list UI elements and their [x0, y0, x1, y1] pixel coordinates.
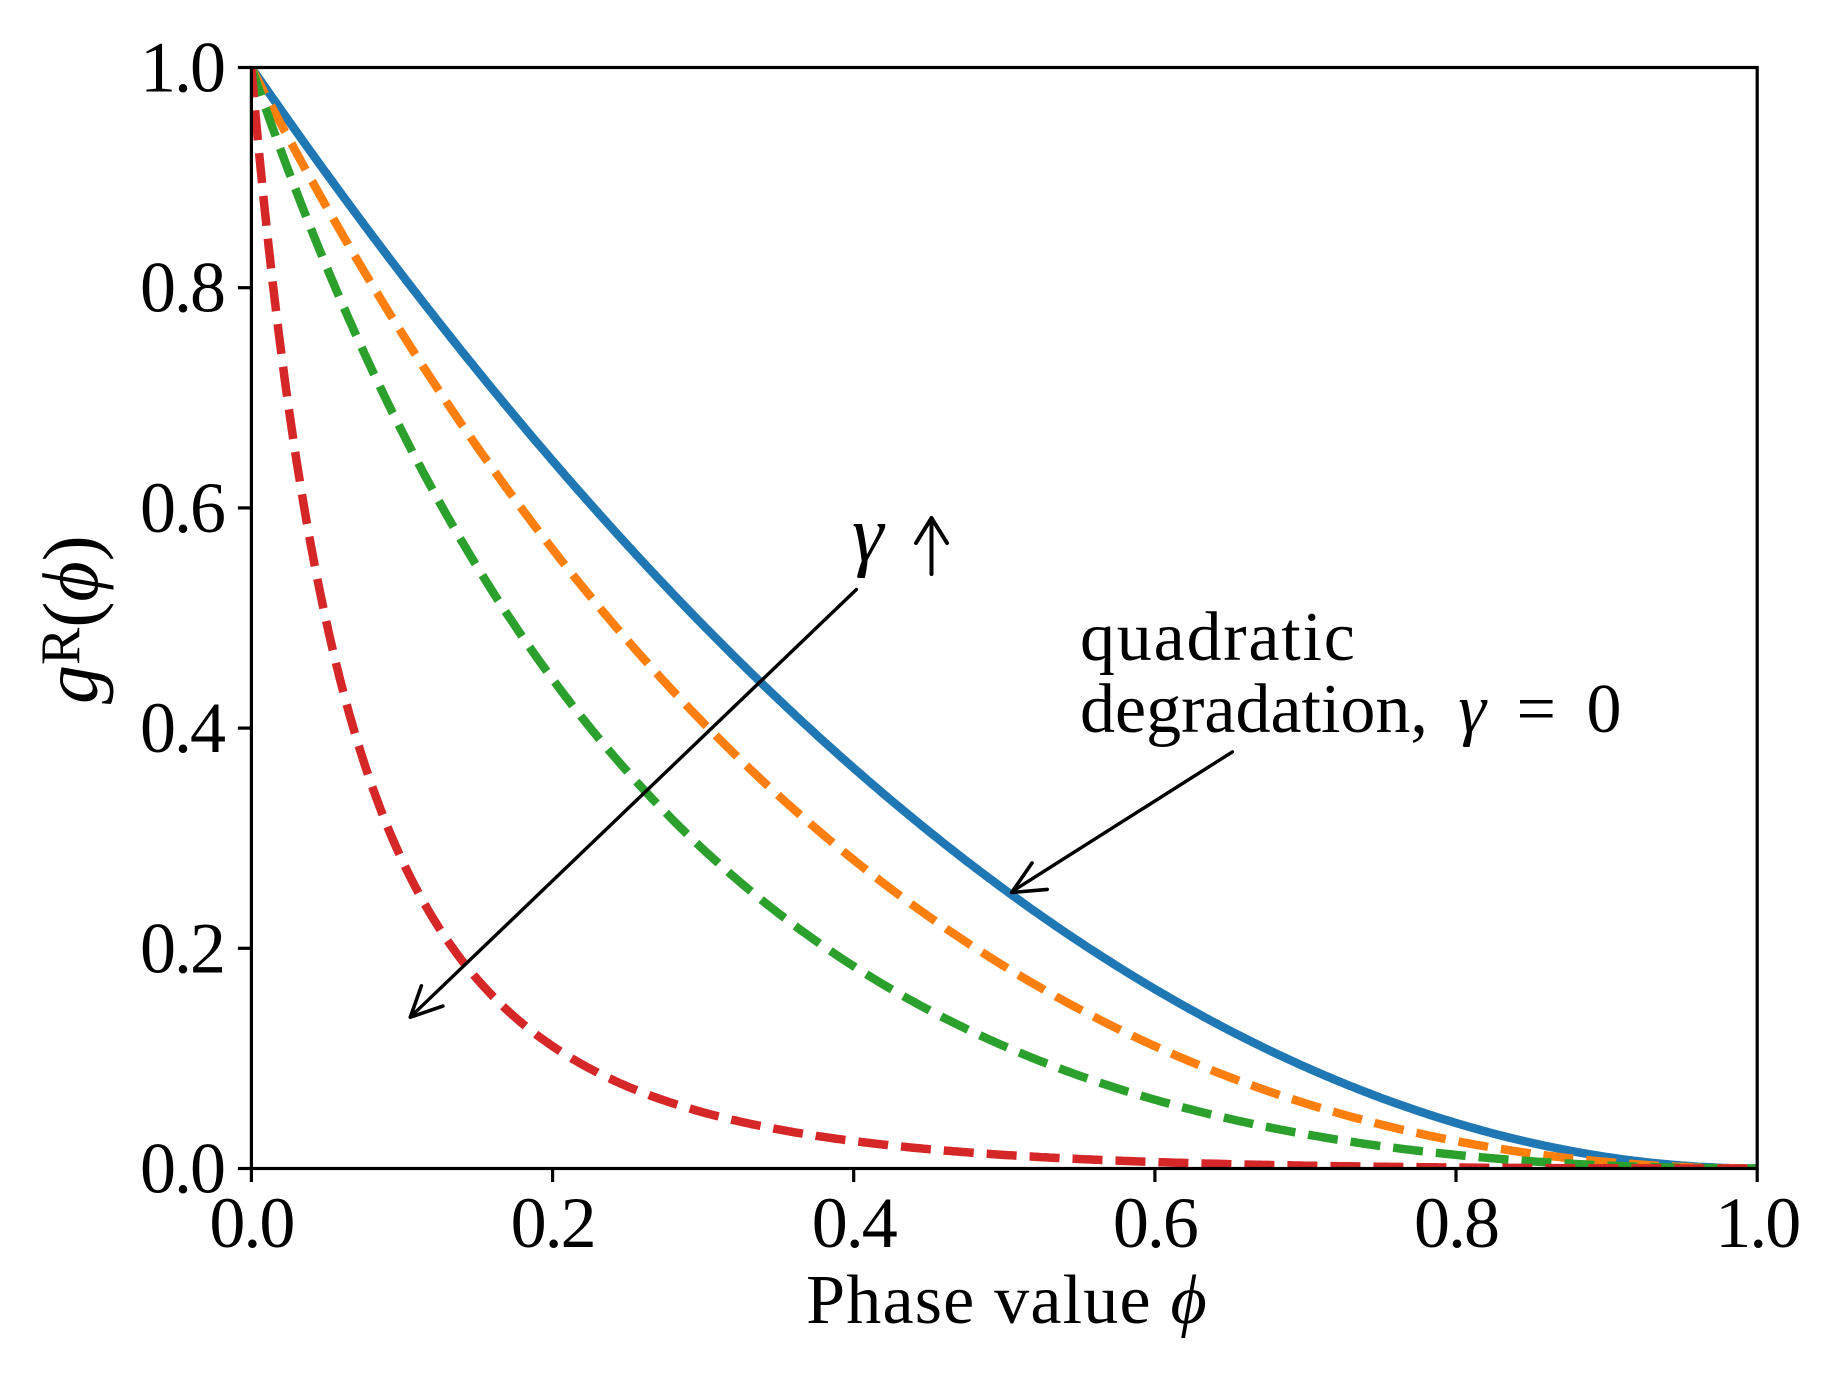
svg-text:0.0: 0.0 — [209, 1183, 293, 1263]
svg-text:0.6: 0.6 — [140, 468, 224, 548]
svg-text:0.6: 0.6 — [1113, 1183, 1197, 1263]
svg-text:gR(ϕ): gR(ϕ) — [27, 535, 114, 704]
svg-text:0.2: 0.2 — [140, 908, 224, 988]
svg-text:0.4: 0.4 — [140, 688, 225, 768]
svg-text:quadratic: quadratic — [1080, 599, 1357, 676]
svg-text:degradation, γ = 0: degradation, γ = 0 — [1080, 671, 1622, 748]
svg-text:0.0: 0.0 — [140, 1129, 224, 1209]
svg-text:γ: γ — [852, 491, 886, 579]
svg-text:0.8: 0.8 — [1414, 1183, 1498, 1263]
svg-text:1.0: 1.0 — [1715, 1183, 1799, 1263]
svg-text:0.2: 0.2 — [511, 1183, 595, 1263]
svg-text:Phase value ϕ: Phase value ϕ — [806, 1262, 1208, 1339]
svg-text:0.8: 0.8 — [140, 248, 224, 328]
svg-text:0.4: 0.4 — [812, 1183, 897, 1263]
svg-text:1.0: 1.0 — [140, 28, 224, 108]
